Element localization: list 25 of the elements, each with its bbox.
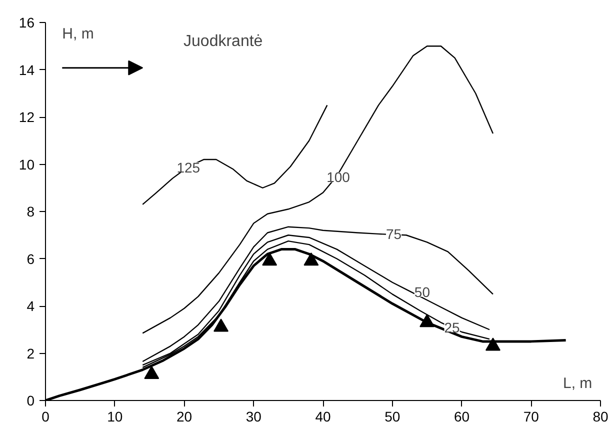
- x-tick-label: 60: [454, 408, 470, 424]
- x-axis-title: L, m: [563, 374, 592, 392]
- y-tick-label: 16: [18, 14, 35, 30]
- x-tick-label: 20: [176, 408, 192, 424]
- x-tick-label: 30: [246, 408, 262, 424]
- y-tick-label: 12: [18, 109, 35, 125]
- y-tick-label: 14: [18, 62, 35, 78]
- y-tick-label: 8: [26, 204, 35, 220]
- y-axis-title: H, m: [62, 25, 94, 42]
- x-tick-label: 0: [42, 408, 50, 424]
- x-tick-label: 80: [592, 408, 608, 424]
- y-tick-label: 2: [26, 345, 35, 362]
- x-tick-label: 40: [315, 408, 331, 424]
- x-tick-label: 10: [107, 408, 123, 424]
- x-tick-label: 70: [523, 408, 540, 424]
- text: Juodkrantė: [184, 32, 263, 50]
- x-tick-label: 50: [384, 408, 400, 424]
- annotation: 75: [386, 226, 402, 242]
- y-tick-label: 0: [26, 392, 35, 408]
- annotation: 100: [326, 169, 350, 186]
- y-tick-label: 4: [26, 298, 35, 314]
- y-tick-label: 10: [18, 156, 35, 172]
- annotation: 25: [444, 319, 460, 336]
- y-tick-label: 6: [26, 250, 35, 267]
- annotation: 50: [414, 284, 430, 300]
